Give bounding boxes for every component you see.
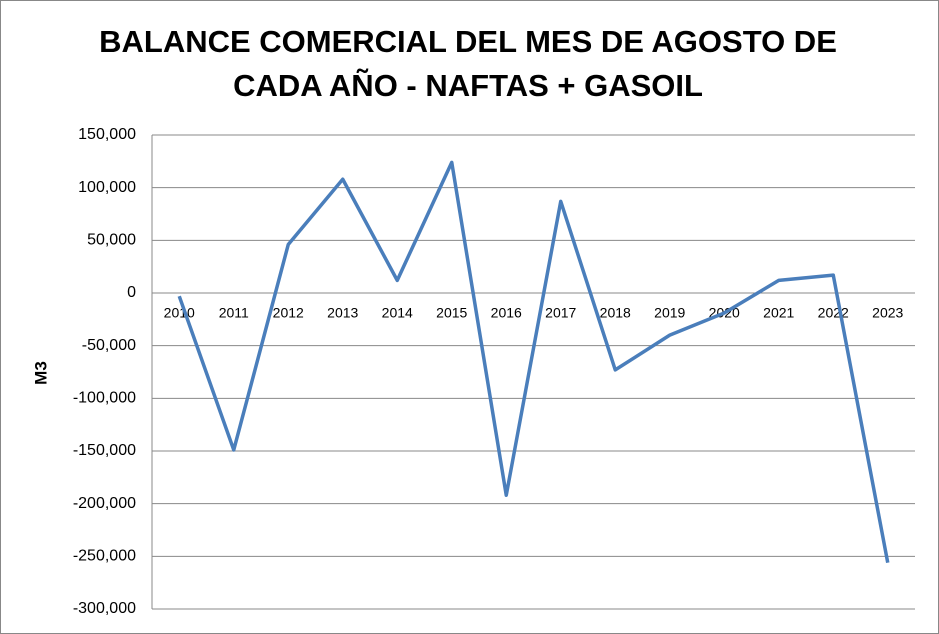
- x-tick-label: 2017: [545, 305, 576, 321]
- y-tick-label: 150,000: [78, 126, 136, 143]
- y-tick-label: 0: [127, 284, 136, 301]
- y-axis-title: M3: [31, 361, 50, 385]
- chart-title: CADA AÑO - NAFTAS + GASOIL: [233, 68, 703, 103]
- y-tick-label: -200,000: [73, 495, 136, 512]
- y-tick-label: -250,000: [73, 548, 136, 565]
- x-tick-label: 2011: [219, 305, 249, 321]
- y-tick-label: -100,000: [73, 390, 136, 407]
- chart-title: BALANCE COMERCIAL DEL MES DE AGOSTO DE: [99, 24, 837, 59]
- x-tick-label: 2014: [382, 305, 413, 321]
- x-tick-label: 2015: [436, 305, 467, 321]
- y-tick-label: -300,000: [73, 600, 136, 617]
- x-tick-label: 2018: [600, 305, 631, 321]
- y-tick-label: -50,000: [82, 337, 136, 354]
- y-tick-label: -150,000: [73, 442, 136, 459]
- x-tick-label: 2013: [327, 305, 358, 321]
- y-tick-label: 100,000: [78, 179, 136, 196]
- data-line: [177, 160, 890, 563]
- x-tick-label: 2023: [872, 305, 903, 321]
- x-tick-label: 2010: [164, 305, 195, 321]
- y-tick-label: 50,000: [87, 232, 136, 249]
- x-tick-label: 2021: [763, 305, 794, 321]
- x-tick-label: 2012: [273, 305, 304, 321]
- x-tick-label: 2019: [654, 305, 685, 321]
- x-tick-label: 2022: [818, 305, 849, 321]
- x-tick-label: 2016: [491, 305, 522, 321]
